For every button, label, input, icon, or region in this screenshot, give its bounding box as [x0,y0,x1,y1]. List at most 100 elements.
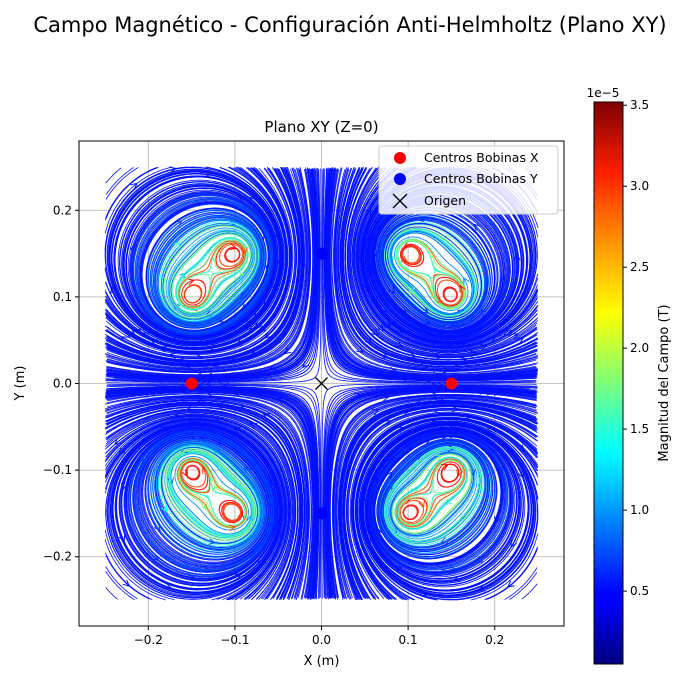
stream-arrow [386,482,394,491]
y-tick-label: 0.2 [53,203,72,217]
streamline [352,167,538,353]
streamline [105,167,284,346]
streamline [105,399,306,599]
streamline [390,452,474,536]
streamline [326,388,537,599]
streamline [105,555,150,600]
streamline [342,404,537,599]
stream-arrow [234,339,243,346]
streamline [342,166,539,363]
streamline [336,167,537,369]
streamline [159,221,260,322]
streamline [106,166,312,374]
streamline [136,433,272,569]
streamline [331,167,539,374]
streamline [104,393,312,600]
streamline [183,284,203,304]
streamline [333,167,539,372]
streamline [107,383,322,598]
stream-arrow [186,423,195,431]
stream-arrow [479,344,488,351]
colorbar-tick-label: 2.5 [630,260,649,274]
streamline [167,229,254,316]
streamline [168,451,254,537]
streamline [106,168,304,366]
streamline [106,168,309,371]
streamline [106,167,308,370]
streamline [355,417,538,600]
streamline [378,440,494,556]
streamline [105,168,316,378]
streamline [105,167,156,218]
streamline [116,425,280,589]
streamline [338,168,538,367]
stream-arrow [215,417,224,425]
x-tick-label: 0.2 [485,633,504,647]
streamline [106,167,290,352]
streamline [323,167,537,382]
legend-box [378,145,559,215]
streamline [106,386,319,599]
streamline [389,451,475,537]
streamline [169,452,253,536]
stream-arrow [457,309,465,316]
streamline [106,168,322,384]
streamline [104,402,303,601]
streamline [181,279,207,306]
streamline [106,397,308,599]
streamline [152,441,264,553]
streamline [470,533,539,601]
streamline [105,414,291,600]
streamline [163,225,257,319]
streamline [134,433,272,571]
streamline [105,418,287,601]
streamline [105,168,320,382]
streamline [339,167,538,366]
streamline [155,443,262,550]
stream-arrow [246,513,254,522]
streamline [335,169,539,370]
streamline [376,438,497,559]
streamline [105,413,292,601]
stream-arrow [262,413,271,420]
streamline [162,447,258,543]
streamline [104,411,294,600]
stream-arrow [385,471,393,479]
streamline [165,227,256,318]
colorbar-gradient [593,101,624,665]
streamline [145,438,267,560]
streamline [129,431,274,576]
stream-arrow [229,243,238,251]
streamline [151,213,264,326]
streamline [354,416,539,600]
streamline [366,428,520,582]
streamline [113,169,319,381]
streamline [390,231,474,315]
streamline [106,168,299,361]
streamline [325,387,537,599]
streamline [442,286,458,303]
streamline [106,168,316,378]
streamline [106,169,315,377]
streamline [394,236,469,311]
streamline [352,414,538,600]
streamline [176,238,248,310]
streamline [160,446,259,545]
streamline [440,463,460,483]
streamline [395,457,467,529]
colorbar: 0.5 1.0 1.5 2.0 2.5 3.0 3.5 1e−5 Magnitud del … [587,86,672,665]
streamline [125,187,276,338]
streamline [122,184,277,339]
stream-arrow [215,402,224,410]
streamline [107,168,319,381]
streamline [351,167,538,354]
streamline [348,168,538,357]
streamline [358,166,539,347]
streamline [105,417,288,600]
streamline [402,504,419,521]
streamline [105,410,295,599]
streamline [104,529,175,601]
streamline [105,388,317,599]
streamline [386,448,480,542]
streamline [106,409,296,599]
